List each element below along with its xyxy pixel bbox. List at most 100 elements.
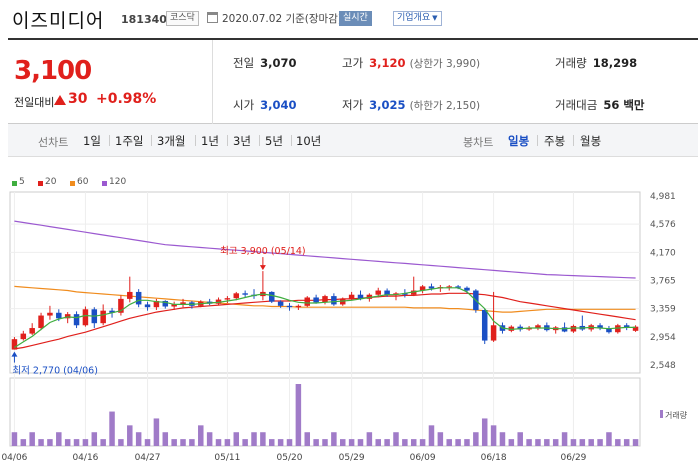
candle-body: [322, 296, 328, 303]
volume-bar: [20, 439, 27, 446]
period-3m[interactable]: 3개월: [157, 134, 186, 148]
volume-bar: [552, 439, 559, 446]
volume-bar: [402, 439, 408, 446]
stat-open: 시가 3,040: [233, 97, 297, 113]
stat-label: 시가: [233, 98, 255, 112]
x-tick-label: 04/27: [135, 453, 161, 463]
period-1d[interactable]: 1일: [83, 134, 101, 148]
candle-body: [260, 291, 266, 297]
volume-bar: [526, 439, 532, 446]
line-chart-label: 선차트: [38, 136, 69, 149]
candle-body: [419, 286, 426, 291]
x-tick-label: 05/11: [214, 453, 240, 463]
y-tick-label: 3,359: [650, 305, 676, 315]
volume-bar: [588, 439, 594, 446]
candle-body: [517, 326, 523, 330]
volume-bar: [189, 439, 195, 446]
volume-bar: [118, 439, 124, 446]
max-annotation: 최고 3,900 (05/14): [220, 246, 306, 257]
x-tick-label: 04/06: [1, 453, 27, 463]
volume-bar: [29, 432, 35, 446]
volume-bar: [410, 439, 417, 446]
legend-swatch-5: [12, 181, 17, 186]
volume-bar: [561, 432, 568, 446]
stat-label: 거래량: [555, 56, 587, 70]
period-5y[interactable]: 5년: [265, 134, 283, 148]
period-1w[interactable]: 1주일: [115, 134, 144, 148]
candle-body: [224, 298, 231, 300]
y-tick-label: 4,981: [650, 192, 676, 202]
period-10y[interactable]: 10년: [296, 134, 322, 148]
candle-body: [384, 290, 390, 295]
candle-body: [588, 325, 594, 330]
candle-body: [366, 294, 373, 299]
calendar-icon: [207, 12, 218, 23]
candle-body: [251, 294, 257, 297]
volume-bar: [597, 439, 603, 446]
divider: [195, 135, 196, 146]
volume-bar: [91, 432, 98, 446]
volume-bar: [144, 439, 151, 446]
volume-bar: [322, 439, 328, 446]
y-tick-label: 2,548: [650, 361, 676, 371]
volume-bar: [375, 439, 381, 446]
candle-body: [118, 298, 124, 313]
candle-body: [446, 286, 452, 288]
candle-weekly[interactable]: 주봉: [544, 134, 566, 148]
volume-bar: [331, 432, 337, 446]
volume-bar: [517, 432, 523, 446]
volume-bar: [357, 439, 364, 446]
candle-body: [348, 294, 355, 299]
realtime-button[interactable]: 실시간: [339, 11, 372, 26]
candle-body: [189, 302, 195, 306]
divider: [291, 135, 292, 146]
down-arrow-icon: [259, 265, 266, 271]
company-name: 이즈미디어: [12, 10, 105, 32]
volume-bar: [428, 425, 435, 446]
x-tick-label: 04/16: [72, 453, 98, 463]
volume-bar: [260, 432, 266, 446]
candle-body: [11, 339, 18, 350]
volume-bar: [295, 384, 302, 446]
x-tick-label: 06/18: [481, 453, 507, 463]
candle-body: [171, 304, 177, 307]
candle-body: [215, 299, 222, 304]
y-tick-label: 2,954: [650, 333, 676, 343]
stat-amount: 거래대금 56 백만: [555, 97, 645, 113]
period-1y[interactable]: 1년: [201, 134, 219, 148]
candle-daily[interactable]: 일봉: [508, 134, 530, 148]
candle-body: [47, 312, 53, 316]
candle-chart-label: 봉차트: [463, 136, 494, 149]
candle-body: [526, 328, 532, 330]
candle-body: [82, 309, 89, 326]
divider: [212, 40, 213, 125]
volume-bar: [100, 439, 106, 446]
volume-bar: [544, 439, 550, 446]
candle-body: [64, 314, 71, 319]
stat-prev-close: 전일 3,070: [233, 55, 297, 71]
candle-body: [561, 327, 568, 332]
candle-body: [481, 309, 488, 341]
volume-bar: [38, 439, 44, 446]
candle-body: [56, 312, 62, 319]
volume-bar: [109, 411, 115, 446]
period-3y[interactable]: 3년: [233, 134, 251, 148]
candle-body: [91, 309, 98, 324]
volume-bar: [56, 432, 62, 446]
candle-body: [464, 287, 470, 291]
candle-body: [455, 286, 461, 288]
stat-value: 3,040: [260, 98, 297, 112]
stat-value: 3,025: [369, 98, 406, 112]
volume-bar: [419, 439, 426, 446]
candle-body: [109, 310, 115, 313]
candle-body: [162, 300, 169, 307]
legend-label-5: 5: [19, 177, 25, 187]
candle-body: [73, 314, 80, 326]
candle-monthly[interactable]: 월봉: [580, 134, 602, 148]
volume-bar: [269, 439, 275, 446]
company-info-dropdown[interactable]: 기업개요 ▼: [393, 11, 442, 26]
stat-value: 3,070: [260, 56, 297, 70]
candle-body: [20, 333, 27, 340]
volume-bar: [153, 418, 160, 446]
date-text: 2020.07.02 기준(장마감): [222, 13, 342, 25]
